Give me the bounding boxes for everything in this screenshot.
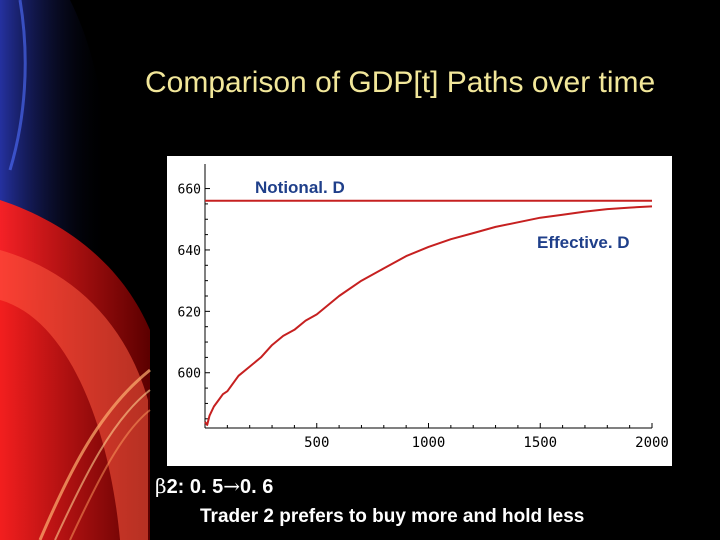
beta-from-label: 2: 0. 5 bbox=[166, 476, 224, 498]
y-tick-label: 660 bbox=[178, 183, 201, 198]
notional-series-label: Notional. D bbox=[255, 178, 345, 197]
caption-text: Trader 2 prefers to buy more and hold le… bbox=[200, 506, 585, 527]
effective-series-line bbox=[204, 205, 653, 426]
beta-symbol: β bbox=[155, 474, 167, 498]
effective-series-label: Effective. D bbox=[537, 233, 630, 252]
plot-panel: 500 1000 1500 2000 600 620 640 660 Notional. D Ef… bbox=[167, 156, 672, 466]
y-tick-label: 640 bbox=[178, 244, 201, 259]
gdp-line-chart: 500 1000 1500 2000 600 620 640 660 Notional. D Ef… bbox=[178, 164, 669, 451]
y-tick-label: 620 bbox=[178, 305, 201, 320]
y-tick-label: 600 bbox=[178, 367, 201, 382]
beta-change-line: β2: 0. 5 →0. 6 bbox=[155, 474, 273, 499]
slide-title: Comparison of GDP[t] Paths over time bbox=[145, 66, 656, 99]
x-tick-label: 1000 bbox=[412, 435, 446, 451]
x-tick-label: 1500 bbox=[523, 435, 557, 451]
arrow-icon: → bbox=[223, 474, 241, 498]
beta-to-value: 0. 6 bbox=[240, 476, 274, 498]
x-tick-label: 2000 bbox=[635, 435, 669, 451]
x-tick-label: 500 bbox=[304, 435, 329, 451]
